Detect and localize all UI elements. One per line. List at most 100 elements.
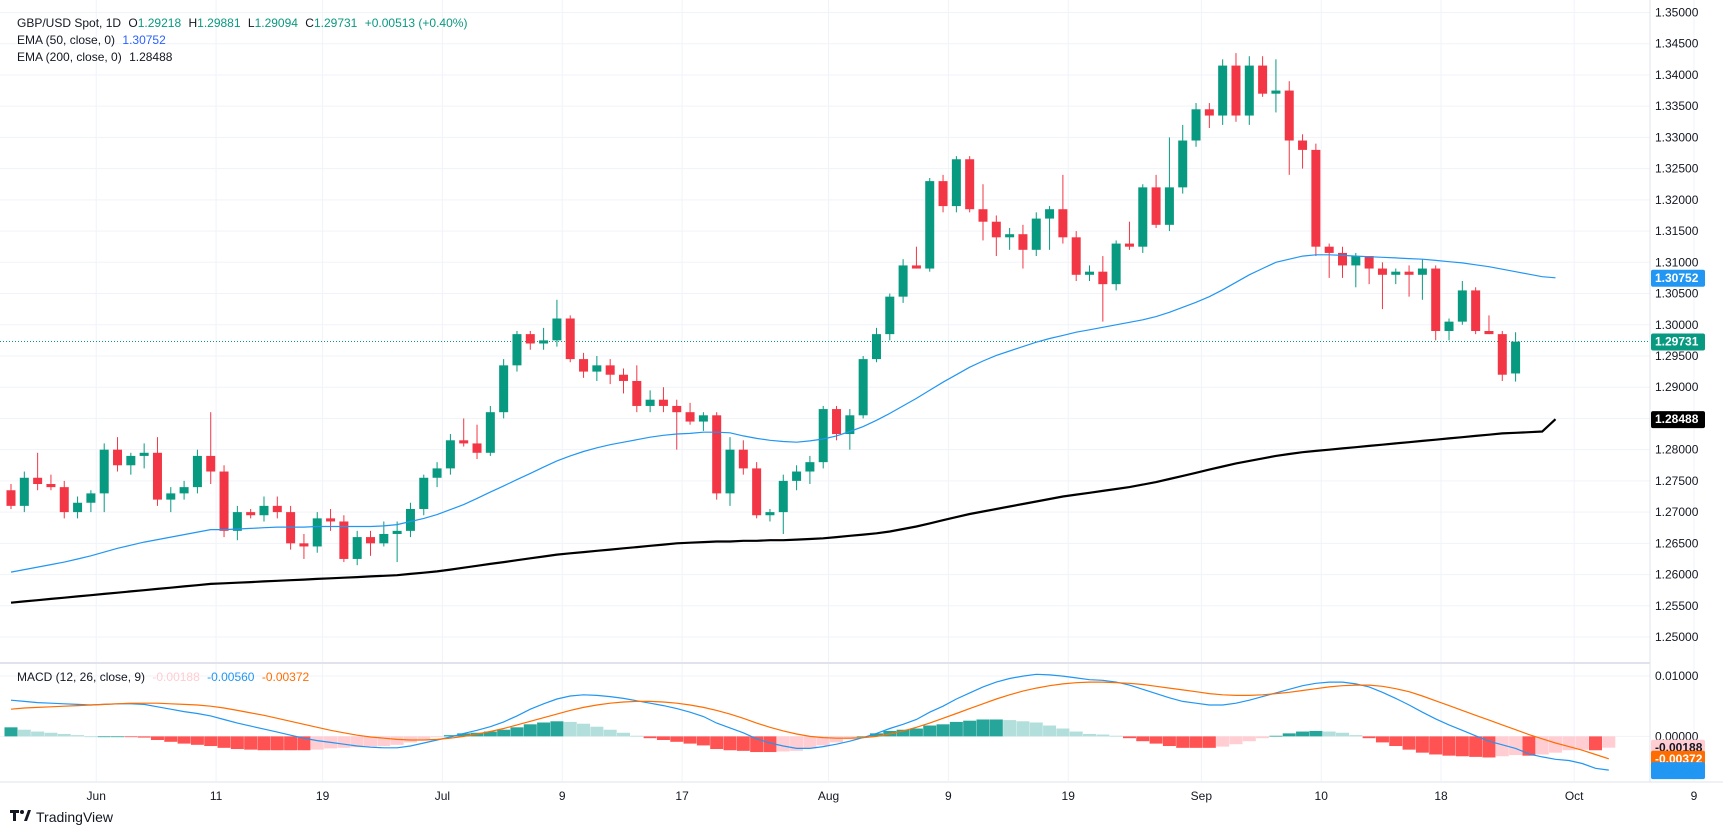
candle-body [1058,209,1068,238]
candle [166,487,176,513]
macd-histogram-bar [909,728,923,737]
candle-body [1377,268,1387,275]
macd-histogram-bar [1189,736,1203,748]
macd-histogram-bar [723,736,737,751]
candle-body [272,505,282,513]
symbol-legend[interactable]: GBP/USD Spot, 1D O1.29218 H1.29881 L1.29… [17,16,471,31]
candle-body [552,318,562,341]
macd-histogram-bar [1549,736,1563,753]
macd-histogram-bar [270,736,284,751]
ema200-legend[interactable]: EMA (200, close, 0) 1.28488 [17,50,176,65]
ema200-value: 1.28488 [129,50,173,64]
candle-body [459,440,469,444]
candle-body [1497,334,1507,375]
macd-histogram-bar [1043,725,1057,737]
price-tick-label: 1.29500 [1655,349,1699,363]
macd-histogram-bar [31,731,45,737]
candle [472,424,482,460]
time-tick-label: 19 [316,789,330,803]
macd-histogram-bar [1575,736,1589,750]
macd-legend[interactable]: MACD (12, 26, close, 9) -0.00188 -0.0056… [17,670,313,685]
candle-body [499,365,509,413]
macd-histogram-bar [1269,735,1283,737]
price-tick-label: 1.31500 [1655,224,1699,238]
candle-body [379,533,389,544]
candle-body [1098,271,1108,285]
macd-histogram-bar [896,729,910,737]
time-tick-label: 11 [210,789,223,803]
candle-body [1151,187,1161,225]
candle [246,508,256,519]
candle-body [1364,256,1374,269]
open-label: O [128,16,138,30]
price-tick-label: 1.33500 [1655,99,1699,113]
price-tick-label: 1.30500 [1655,287,1699,301]
candle [46,474,56,491]
candle-body [286,512,296,544]
close-value: 1.29731 [313,16,358,30]
candle-body [366,537,376,544]
candle [1085,265,1095,282]
macd-histogram-bar [217,736,231,748]
macd-histogram-bar [1256,736,1270,739]
candle-body [99,449,109,494]
macd-histogram [4,719,1616,758]
candle-body [539,340,549,344]
candle [1338,246,1347,278]
candle [698,412,708,431]
price-tick-label: 1.33000 [1655,130,1699,144]
candle [326,508,336,531]
candle-body [725,449,735,494]
macd-histogram-bar [1083,733,1097,737]
macd-histogram-bar [1149,736,1163,744]
time-axis-ticks[interactable]: Jun1119Jul917Aug919Sep1018Oct91725Nov [87,789,1723,803]
candles[interactable] [6,53,1521,566]
macd-histogram-bar [177,736,191,744]
macd-histogram-bar [816,736,830,746]
ema50-legend[interactable]: EMA (50, close, 0) 1.30752 [17,33,170,48]
candle [126,452,136,475]
candle-body [1338,252,1347,266]
candle-body [938,181,948,207]
price-tick-label: 1.26500 [1655,536,1699,550]
candle-body [1138,187,1148,247]
candle [1151,174,1161,228]
macd-histogram-bar [204,736,218,747]
candle-body [259,505,269,516]
candle [73,496,83,519]
macd-histogram-bar [856,736,870,738]
candle [1204,103,1214,129]
time-tick-label: 9 [1691,789,1698,803]
macd-histogram-bar [1455,736,1469,757]
candle [1071,231,1081,282]
candle [1511,332,1521,382]
time-tick-label: 9 [559,789,566,803]
candle-body [166,493,176,500]
macd-histogram-bar [1535,736,1549,755]
macd-histogram-bar [1202,736,1216,748]
tradingview-logo[interactable]: TradingView [10,808,113,825]
macd-histogram-bar [1096,734,1110,737]
macd-histogram-bar [603,729,617,737]
candle-body [405,508,415,531]
price-axis-ticks[interactable]: 1.35000 1.34500 1.34000 1.33500 1.33000 1.325… [1655,5,1699,644]
macd-histogram-bar [1509,736,1523,756]
candle [752,462,762,519]
macd-histogram-bar [403,736,417,743]
macd-histogram-bar [1588,736,1602,751]
candle [1164,137,1174,232]
candle [1404,265,1414,297]
candle [898,259,908,303]
candle [978,184,988,241]
candle-body [1511,341,1521,374]
macd-grid [0,675,1650,737]
macd-histogram-bar [84,736,98,738]
macd-histogram-bar [1296,731,1310,737]
macd-histogram-bar [1375,736,1389,743]
macd-signal-value: -0.00372 [261,670,310,684]
candle [579,352,589,378]
candle [1298,134,1308,169]
candle-body [206,455,216,472]
